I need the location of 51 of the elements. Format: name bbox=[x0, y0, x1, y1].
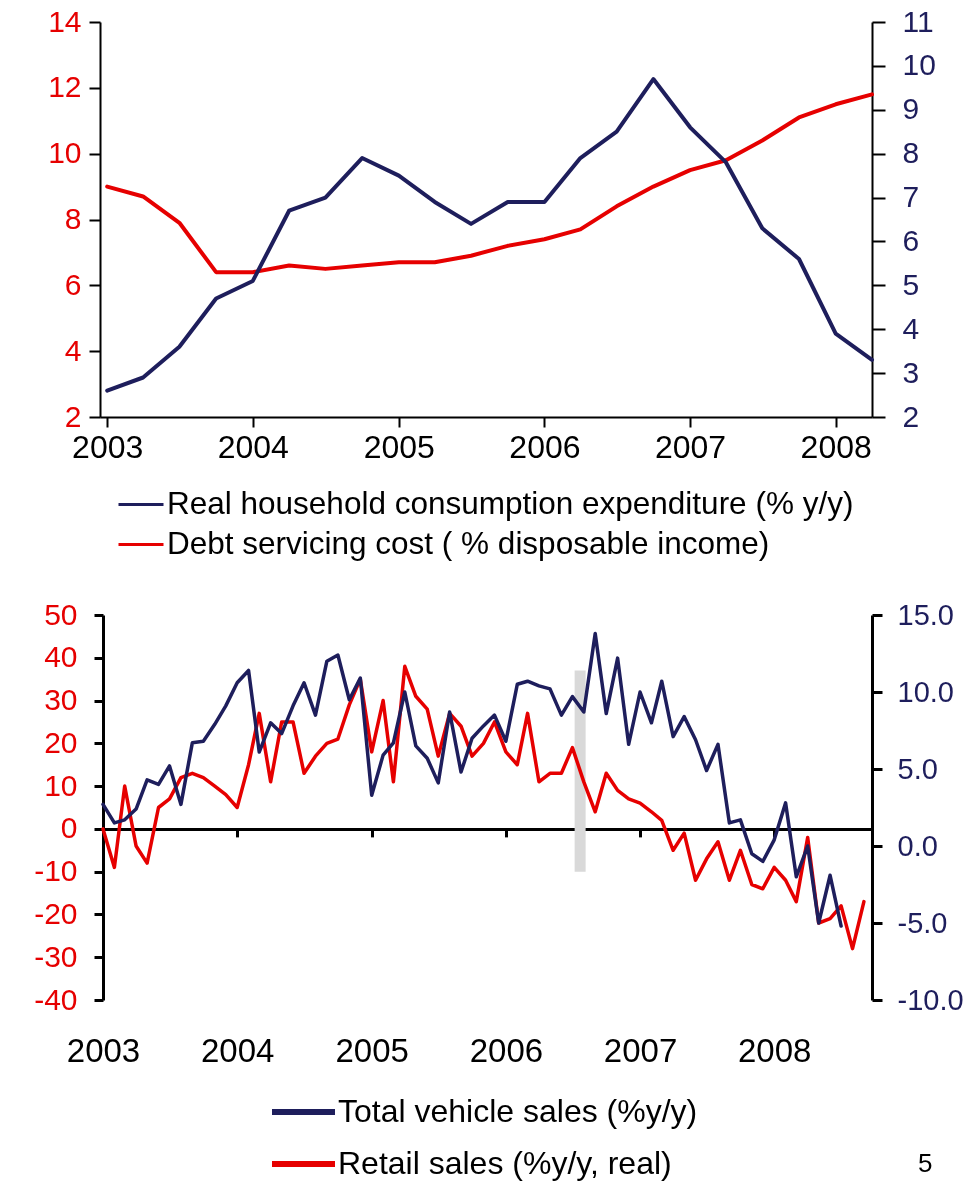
x-tick-label: 2005 bbox=[363, 428, 435, 465]
y2-tick-label: 5 bbox=[902, 267, 920, 301]
y2-tick-label: 7 bbox=[902, 180, 920, 214]
y-tick-label: 30 bbox=[44, 683, 78, 717]
y2-tick-label: 5.0 bbox=[897, 752, 938, 785]
y2-tick-label: -5.0 bbox=[897, 906, 948, 939]
y-tick-label: -40 bbox=[34, 982, 78, 1016]
x-tick-label: 2006 bbox=[509, 428, 581, 465]
legend-label: Total vehicle sales (%y/y) bbox=[338, 1093, 698, 1129]
y2-tick-label: -10.0 bbox=[897, 983, 964, 1016]
y2-tick-label: 6 bbox=[902, 223, 920, 257]
y2-tick-label: 4 bbox=[902, 311, 920, 345]
y-tick-label: 14 bbox=[48, 4, 82, 38]
x-tick-label: 2004 bbox=[217, 428, 289, 465]
line-series bbox=[101, 631, 843, 928]
y-tick-label: 6 bbox=[64, 267, 82, 301]
y2-tick-label: 11 bbox=[902, 4, 934, 38]
y-tick-label: 40 bbox=[44, 640, 78, 674]
x-tick-label: 2003 bbox=[66, 1031, 141, 1069]
x-tick-label: 2008 bbox=[800, 428, 872, 465]
x-tick-label: 2007 bbox=[603, 1031, 678, 1069]
y2-tick-label: 8 bbox=[902, 136, 920, 170]
legend-label: Debt servicing cost ( % disposable income) bbox=[167, 524, 770, 561]
y-tick-label: 10 bbox=[48, 136, 82, 170]
y-tick-label: 0 bbox=[60, 811, 78, 845]
legend-label: Retail sales (%y/y, real) bbox=[338, 1145, 672, 1181]
y2-tick-label: 0.0 bbox=[897, 829, 938, 862]
y-tick-label: -20 bbox=[34, 896, 78, 930]
legend-label: Real household consumption expenditure (% y/y) bbox=[167, 484, 854, 521]
x-tick-label: 2008 bbox=[738, 1031, 812, 1069]
x-tick-label: 2007 bbox=[654, 428, 727, 465]
y2-tick-label: 10.0 bbox=[897, 675, 954, 708]
y2-tick-label: 3 bbox=[902, 355, 920, 389]
y2-tick-label: 10 bbox=[902, 48, 936, 82]
x-tick-label: 2004 bbox=[200, 1031, 275, 1069]
x-tick-label: 2005 bbox=[335, 1031, 409, 1069]
y-tick-label: 50 bbox=[44, 597, 78, 631]
y-tick-label: 20 bbox=[44, 725, 78, 759]
y2-tick-label: 2 bbox=[902, 399, 920, 433]
y-tick-label: 12 bbox=[48, 70, 82, 104]
y2-tick-label: 9 bbox=[902, 92, 920, 126]
y-tick-label: -10 bbox=[34, 854, 78, 888]
line-series bbox=[105, 77, 874, 393]
y-tick-label: 10 bbox=[44, 768, 78, 802]
y2-tick-label: 15.0 bbox=[897, 598, 954, 631]
y-tick-label: -30 bbox=[34, 939, 78, 973]
y-tick-label: 8 bbox=[64, 202, 82, 235]
x-tick-label: 2006 bbox=[469, 1031, 544, 1069]
line-series bbox=[105, 92, 874, 275]
y-tick-label: 4 bbox=[64, 333, 82, 367]
text: 5 bbox=[918, 1148, 933, 1179]
